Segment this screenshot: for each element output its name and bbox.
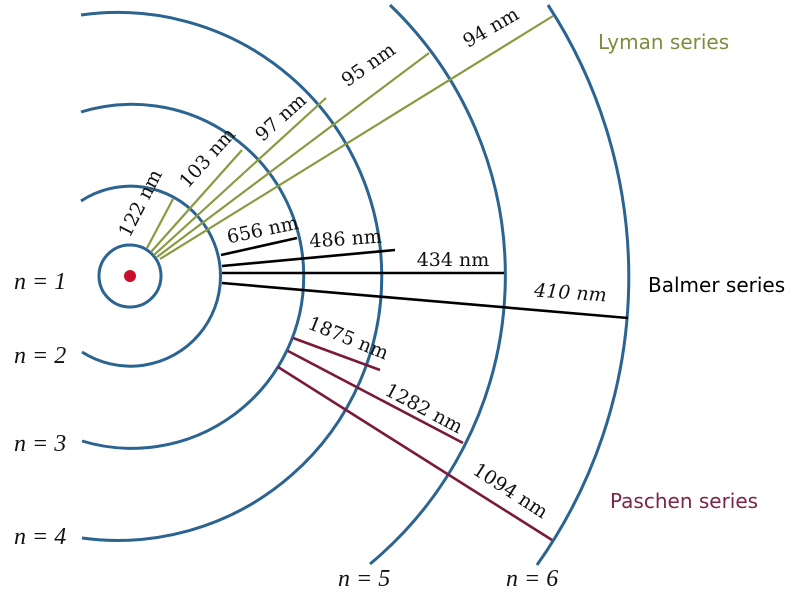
transition-lines [146,15,629,542]
wavelength-label: 486 nm [309,226,383,253]
orbit-n1 [97,243,163,309]
transition-line-1282-nm [287,349,464,445]
level-label-n1: n = 1 [14,269,66,295]
transition-line-486-nm [221,248,396,268]
transition-line-410-nm [221,281,629,320]
wavelength-label: 410 nm [532,279,607,306]
transition-line-1875-nm [292,336,381,372]
level-labels: n = 1 n = 2 n = 3 n = 4 n = 5 n = 6 [14,269,558,592]
transition-line-94-nm [159,15,554,260]
orbit-n6 [535,4,631,566]
wavelength-label: 434 nm [417,249,490,271]
transition-line-1094-nm [277,365,553,542]
balmer-series-label: Balmer series [648,273,785,297]
wavelength-label: 656 nm [225,212,301,249]
transition-line-97-nm [153,97,327,256]
transition-line-103-nm [150,149,243,253]
level-label-n5: n = 5 [338,566,390,592]
nucleus [124,270,136,282]
orbit-n3 [80,102,306,450]
paschen-series-label: Paschen series [610,489,758,513]
level-label-n3: n = 3 [14,431,66,457]
wavelength-label: 97 nm [251,89,311,146]
orbit-n2 [80,184,222,368]
orbit-n4 [80,10,384,542]
level-label-n2: n = 2 [14,343,66,369]
wavelength-label: 1282 nm [381,379,466,438]
wavelength-label: 94 nm [459,3,522,52]
wavelength-label: 122 nm [114,166,167,241]
wavelength-label: 103 nm [175,124,240,193]
orbits [80,3,631,566]
transition-line-656-nm [220,236,298,257]
transition-line-122-nm [146,198,174,249]
orbit-n5 [369,3,507,566]
level-label-n4: n = 4 [14,524,66,550]
transition-line-95-nm [156,52,430,258]
level-label-n6: n = 6 [506,566,558,592]
wavelength-label: 95 nm [337,39,399,92]
lyman-series-label: Lyman series [598,30,729,54]
